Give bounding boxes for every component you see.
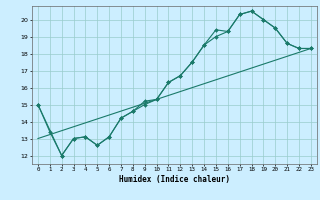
X-axis label: Humidex (Indice chaleur): Humidex (Indice chaleur): [119, 175, 230, 184]
